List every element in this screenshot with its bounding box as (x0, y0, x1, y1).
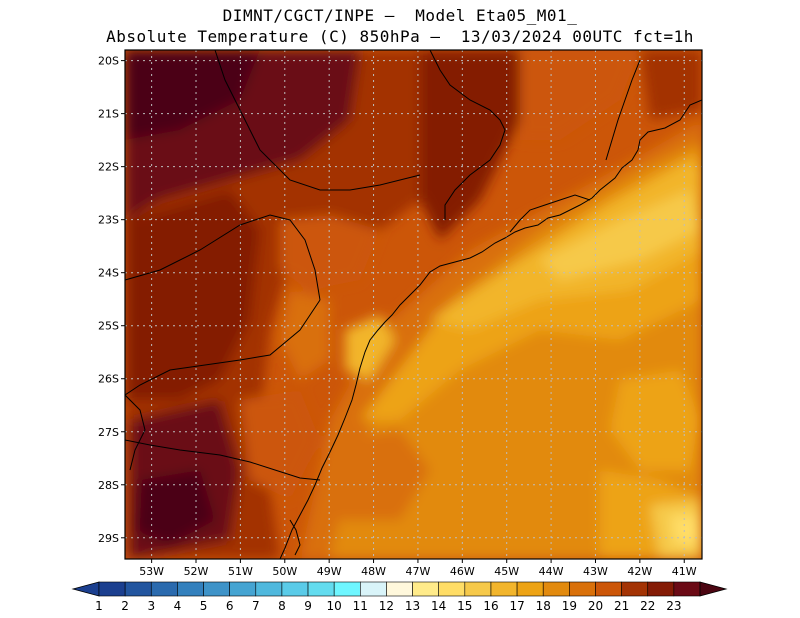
state-border-ms-pr (125, 214, 321, 301)
chart-title-line-1: DIMNT/CGCT/INPE — Model Eta05_M01_ (222, 6, 578, 25)
temperature-field (125, 50, 702, 559)
lat-label: 29S (98, 532, 119, 545)
lon-label: 45W (494, 565, 519, 578)
state-border-pr-sc (125, 299, 321, 396)
colorbar-label: 16 (483, 599, 498, 613)
lon-label: 51W (228, 565, 253, 578)
colorbar-segment (673, 581, 701, 597)
lon-label: 50W (272, 565, 297, 578)
colorbar-segment (360, 581, 387, 597)
colorbar-label: 6 (226, 599, 234, 613)
colorbar (71, 581, 728, 597)
lat-label: 22S (98, 161, 119, 174)
lon-label: 52W (184, 565, 209, 578)
colorbar-label: 12 (379, 599, 394, 613)
colorbar-segment (98, 581, 126, 597)
colorbar-segment (569, 581, 596, 597)
state-border-mg (429, 50, 506, 220)
colorbar-label: 1 (95, 599, 103, 613)
colorbar-label: 23 (666, 599, 681, 613)
border-argentina (125, 394, 146, 471)
chart-title-line-2: Absolute Temperature (C) 850hPa — 13/03/… (106, 27, 694, 46)
colorbar-label: 10 (327, 599, 342, 613)
colorbar-label: 14 (431, 599, 446, 613)
colorbar-label: 17 (509, 599, 524, 613)
colorbar-segment (229, 581, 257, 597)
colorbar-segment (255, 581, 283, 597)
lat-label: 20S (98, 55, 119, 68)
lat-label: 21S (98, 108, 119, 121)
colorbar-label: 21 (614, 599, 629, 613)
colorbar-segment (333, 581, 361, 597)
state-border-sp (214, 50, 421, 191)
colorbar-label: 19 (562, 599, 577, 613)
colorbar-label: 11 (353, 599, 368, 613)
lat-label: 25S (98, 320, 119, 333)
colorbar-label: 4 (174, 599, 182, 613)
colorbar-labels: 1 2 3 4 5 6 7 8 9 10 11 12 13 14 15 16 17 18 19 20 21 22 23 (95, 599, 681, 613)
colorbar-segment (621, 581, 649, 597)
colorbar-label: 8 (278, 599, 286, 613)
state-border-es (605, 59, 641, 161)
map-frame (124, 49, 703, 560)
lon-label: 42W (627, 565, 652, 578)
colorbar-segment (124, 581, 152, 597)
colorbar-segment (490, 581, 518, 597)
lat-label: 28S (98, 479, 119, 492)
lat-label: 26S (98, 373, 119, 386)
colorbar-label: 9 (304, 599, 312, 613)
colorbar-label: 15 (457, 599, 472, 613)
colorbar-segment (203, 581, 230, 597)
colorbar-segment (281, 581, 309, 597)
colorbar-segment (542, 581, 570, 597)
lon-label: 53W (139, 565, 164, 578)
lagoa-dos-patos (289, 519, 301, 556)
colorbar-segment (438, 581, 466, 597)
colorbar-label: 2 (121, 599, 129, 613)
colorbar-segment (647, 581, 675, 597)
state-border-sp-rj (509, 194, 591, 233)
lat-label: 27S (98, 426, 119, 439)
lon-label: 48W (361, 565, 386, 578)
lon-label: 44W (539, 565, 564, 578)
colorbar-label: 18 (536, 599, 551, 613)
colorbar-under-arrow (71, 581, 100, 597)
map-gridlines (125, 50, 702, 559)
lat-label: 24S (98, 267, 119, 280)
colorbar-segment (595, 581, 622, 597)
colorbar-over-arrow (699, 581, 728, 597)
colorbar-label: 7 (252, 599, 260, 613)
colorbar-segment (150, 581, 178, 597)
colorbar-label: 13 (405, 599, 420, 613)
lon-label: 41W (672, 565, 697, 578)
colorbar-segment (177, 581, 204, 597)
coastline (279, 99, 702, 559)
colorbar-segment (307, 581, 335, 597)
lon-label: 49W (317, 565, 342, 578)
colorbar-label: 3 (147, 599, 155, 613)
longitude-labels: 53W 52W 51W 50W 49W 48W 47W 46W 45W 44W 43W 42W 41W (139, 559, 697, 578)
latitude-labels: 20S 21S 22S 23S 24S 25S 26S 27S 28S 29S (98, 55, 125, 545)
colorbar-segment (464, 581, 492, 597)
colorbar-label: 20 (588, 599, 603, 613)
lon-label: 46W (450, 565, 475, 578)
lon-label: 47W (406, 565, 431, 578)
colorbar-segment (516, 581, 544, 597)
colorbar-label: 5 (200, 599, 208, 613)
coastline-and-borders (125, 50, 702, 559)
lat-label: 23S (98, 214, 119, 227)
lon-label: 43W (583, 565, 608, 578)
colorbar-segment (412, 581, 439, 597)
state-border-sc-rs (125, 439, 321, 481)
colorbar-segment (386, 581, 413, 597)
colorbar-label: 22 (640, 599, 655, 613)
